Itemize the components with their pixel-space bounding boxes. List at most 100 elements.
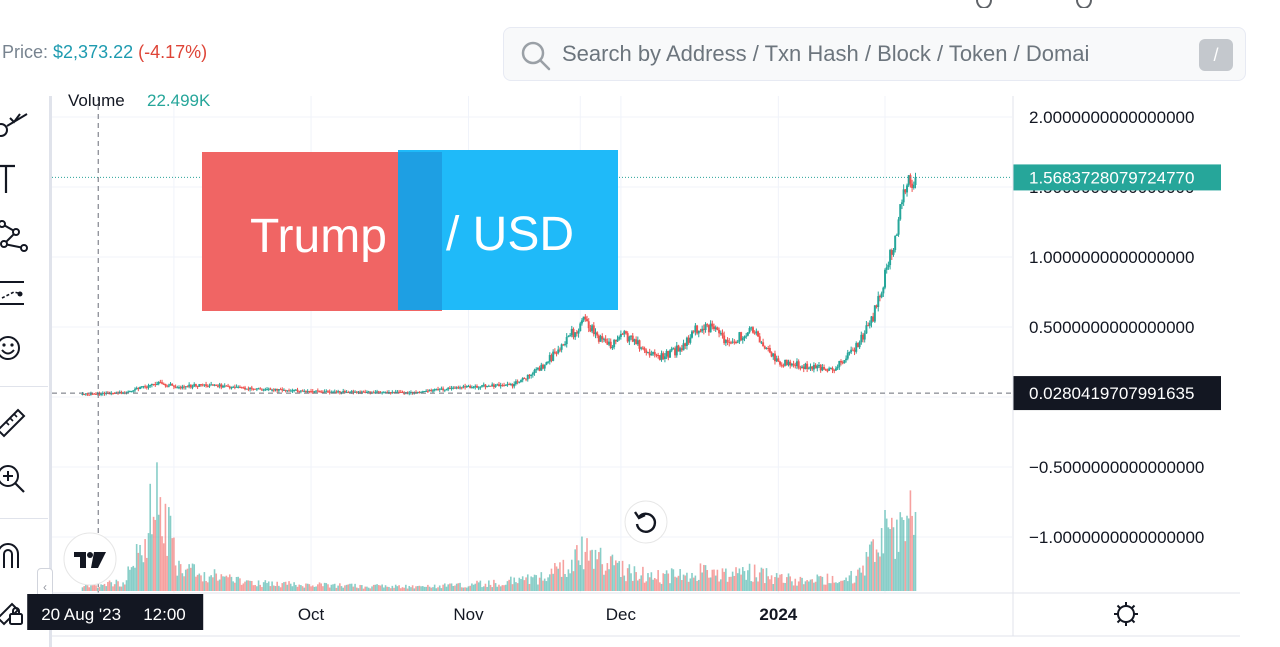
candle-body — [748, 328, 751, 333]
candle-body — [699, 330, 702, 332]
volume-bar — [228, 574, 231, 591]
candle-body — [570, 328, 573, 336]
candle-body — [428, 389, 431, 391]
volume-bar — [757, 581, 759, 591]
banner-right-block — [398, 150, 618, 310]
volume-bar — [179, 564, 182, 591]
volume-bar — [235, 576, 238, 591]
volume-bar — [740, 574, 742, 591]
candle-body — [528, 374, 531, 376]
search-icon[interactable] — [520, 40, 552, 72]
candle-body — [511, 383, 514, 387]
candle-body — [853, 349, 856, 352]
candle-body — [768, 347, 771, 353]
candle-body — [777, 358, 780, 362]
volume-bar — [725, 568, 727, 591]
candle-body — [711, 323, 714, 327]
text-icon[interactable] — [0, 162, 28, 196]
candle-body — [719, 332, 722, 334]
pattern-icon[interactable] — [0, 218, 28, 252]
volume-bar — [295, 584, 297, 591]
candle-body — [321, 391, 324, 393]
volume-bar — [152, 516, 155, 591]
volume-bar — [574, 549, 576, 591]
candle-body — [233, 386, 236, 388]
candle-body — [609, 341, 612, 349]
candle-body — [352, 391, 355, 393]
time-axis[interactable]: Oct Nov Dec 2024 — [298, 605, 798, 624]
candle-body — [179, 387, 182, 389]
candle-body — [731, 341, 734, 343]
candle-body — [584, 316, 587, 320]
ruler-icon[interactable] — [0, 404, 28, 438]
candle-body — [442, 388, 445, 391]
candle-body — [425, 390, 428, 392]
candle-body — [421, 391, 424, 393]
volume-bar — [501, 585, 504, 591]
status-bar — [0, 0, 1280, 9]
banner-overlap — [398, 152, 442, 310]
volume-bar — [770, 575, 773, 591]
volume-bar — [801, 577, 803, 591]
candle-body — [316, 390, 319, 392]
search-bar[interactable]: / — [503, 27, 1246, 81]
price-axis[interactable]: 2.0000000000000000 1.5000000000000000 1.00… — [1029, 108, 1204, 547]
candle-body — [135, 387, 138, 390]
candle-body — [809, 366, 812, 369]
forecast-icon[interactable] — [0, 276, 28, 310]
volume-bar — [557, 568, 560, 591]
volume-bar — [354, 583, 356, 591]
candle-body — [323, 391, 326, 393]
volume-bar — [166, 555, 168, 591]
volume-bar — [609, 556, 612, 591]
volume-bar — [250, 580, 253, 591]
crosshair-price-label: 0.0280419707991635 — [1029, 384, 1194, 403]
volume-bar — [880, 528, 883, 591]
reset-chart-button[interactable] — [624, 500, 668, 544]
volume-bar — [147, 533, 150, 591]
price-value[interactable]: $2,373.22 — [53, 42, 134, 62]
candle-body — [453, 387, 456, 389]
candle-body — [481, 385, 484, 387]
volume-bar — [867, 556, 869, 591]
volume-bar — [135, 544, 138, 591]
candle-body — [628, 336, 631, 342]
volume-bar — [764, 583, 766, 591]
volume-bar — [300, 585, 302, 591]
volume-bar — [227, 577, 229, 591]
volume-bar — [904, 541, 907, 591]
candle-body — [199, 384, 202, 386]
volume-bar — [401, 587, 404, 591]
volume-bar — [853, 582, 856, 591]
trend-line-icon[interactable] — [0, 106, 28, 140]
volume-bar — [256, 586, 258, 591]
volume-bar — [291, 586, 294, 591]
candle-body — [338, 391, 341, 393]
candle-body — [523, 377, 526, 379]
volume-bar — [376, 584, 378, 591]
candle-body — [435, 389, 438, 391]
search-shortcut-key[interactable]: / — [1199, 39, 1233, 71]
magnet-icon[interactable] — [0, 538, 28, 572]
volume-bar — [894, 558, 896, 591]
tradingview-logo[interactable] — [63, 532, 117, 586]
candle-body — [284, 389, 287, 392]
candle-body — [646, 352, 649, 354]
volume-bar — [212, 577, 214, 591]
collapse-toolbar-button[interactable]: ‹ — [37, 568, 53, 606]
volume-bar — [420, 586, 422, 591]
lock-drawing-icon[interactable] — [0, 592, 28, 626]
volume-bar — [565, 576, 568, 591]
candle-body — [313, 391, 316, 393]
candle-body — [222, 386, 225, 388]
emoji-icon[interactable] — [0, 331, 28, 365]
settings-gear-icon[interactable] — [1114, 602, 1138, 626]
candle-body — [238, 386, 241, 388]
volume-bar — [201, 581, 204, 591]
candle-body — [804, 363, 807, 370]
search-input[interactable] — [562, 38, 1182, 70]
candle-body — [762, 342, 765, 347]
zoom-in-icon[interactable] — [0, 462, 28, 496]
candle-body — [773, 353, 776, 362]
